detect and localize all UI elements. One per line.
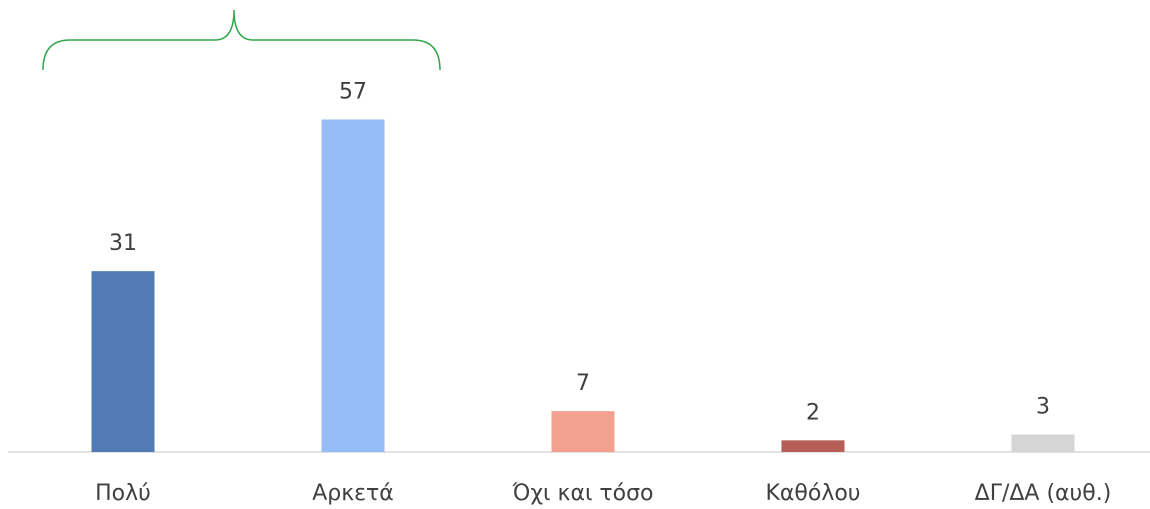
x-tick-label: Καθόλου <box>765 481 860 506</box>
value-label: 57 <box>339 80 367 105</box>
value-label: 31 <box>109 231 137 256</box>
bar <box>321 119 385 452</box>
bar <box>91 271 155 452</box>
x-tick-label: Πολύ <box>95 481 151 506</box>
bracket <box>42 9 441 71</box>
bar <box>781 440 845 452</box>
value-label: 2 <box>806 400 820 425</box>
bar <box>551 411 615 452</box>
x-tick-label: Αρκετά <box>312 481 394 506</box>
bar <box>1011 434 1075 452</box>
x-tick-label: ΔΓ/ΔΑ (αυθ.) <box>975 481 1112 506</box>
x-tick-label: Όχι και τόσο <box>511 481 653 506</box>
value-label: 3 <box>1036 395 1050 420</box>
value-label: 7 <box>576 371 590 396</box>
